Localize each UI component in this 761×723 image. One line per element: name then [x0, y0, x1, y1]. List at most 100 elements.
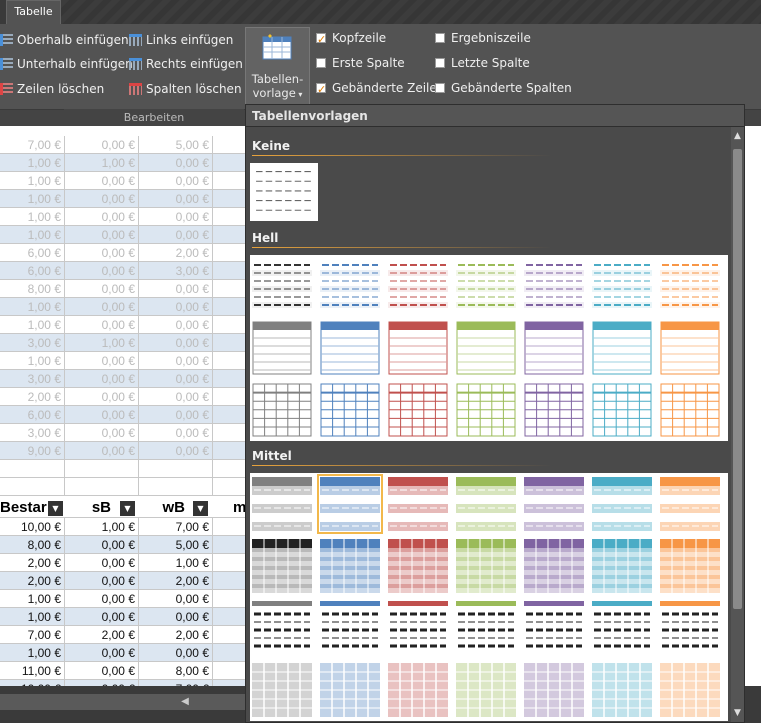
table-cell[interactable]: 11,00 €	[0, 662, 65, 680]
table-cell[interactable]: 0,00 €	[139, 298, 213, 316]
table-cell[interactable]: 1,00 €	[0, 226, 65, 244]
table-style-button[interactable]: Tabellen- vorlage ▾	[245, 27, 310, 107]
table-cell[interactable]	[139, 460, 213, 478]
table-cell[interactable]	[213, 442, 245, 460]
table-cell[interactable]: 0,00 €	[139, 352, 213, 370]
table-cell[interactable]: 1,00 €	[139, 554, 213, 572]
table-style-thumbnail[interactable]	[660, 259, 720, 313]
table-cell[interactable]: 0,00 €	[139, 442, 213, 460]
table-cell[interactable]: 0,00 €	[65, 662, 139, 680]
table-style-thumbnail[interactable]	[388, 259, 448, 313]
table-cell[interactable]	[213, 554, 245, 572]
table-cell[interactable]: 1,00 €	[0, 644, 65, 662]
table-style-thumbnail[interactable]	[592, 539, 652, 593]
table-cell[interactable]: 1,00 €	[0, 154, 65, 172]
table-cell[interactable]: 1,00 €	[0, 590, 65, 608]
table-style-thumbnail[interactable]	[388, 321, 448, 375]
table-style-thumbnail[interactable]	[252, 663, 312, 717]
table-cell[interactable]	[213, 478, 245, 496]
table-cell[interactable]: 1,00 €	[0, 298, 65, 316]
table-cell[interactable]: 6,00 €	[0, 244, 65, 262]
table-style-thumbnail[interactable]	[524, 477, 584, 531]
table-style-thumbnail[interactable]	[660, 321, 720, 375]
table-cell[interactable]: 0,00 €	[65, 406, 139, 424]
table-style-thumbnail[interactable]	[592, 259, 652, 313]
table-style-thumbnail[interactable]	[456, 259, 516, 313]
table-cell[interactable]: 0,00 €	[139, 190, 213, 208]
table-style-thumbnail[interactable]	[250, 163, 318, 221]
table-cell[interactable]: 8,00 €	[139, 662, 213, 680]
table-cell[interactable]: 0,00 €	[139, 334, 213, 352]
table-style-thumbnail[interactable]	[456, 539, 516, 593]
table-cell[interactable]: 0,00 €	[65, 226, 139, 244]
table-style-thumbnail[interactable]	[660, 601, 720, 655]
insert-left-button[interactable]: Links einfügen	[129, 30, 233, 50]
table-cell[interactable]: 0,00 €	[65, 280, 139, 298]
table-cell[interactable]	[213, 190, 245, 208]
table-cell[interactable]: 0,00 €	[139, 316, 213, 334]
table-cell[interactable]: 8,00 €	[0, 536, 65, 554]
table-cell[interactable]: 0,00 €	[65, 644, 139, 662]
table-cell[interactable]: 1,00 €	[65, 154, 139, 172]
table-style-thumbnail[interactable]	[524, 383, 584, 437]
table-style-thumbnail[interactable]	[524, 663, 584, 717]
table-cell[interactable]: 8,00 €	[0, 280, 65, 298]
table-style-thumbnail[interactable]	[660, 539, 720, 593]
tab-tabelle[interactable]: Tabelle	[6, 0, 61, 24]
table-cell[interactable]: 2,00 €	[139, 626, 213, 644]
table-cell[interactable]	[213, 518, 245, 536]
table-style-thumbnail[interactable]	[320, 383, 380, 437]
spreadsheet-grid[interactable]: 7,00 €0,00 €5,00 €1,00 €1,00 €0,00 €1,00…	[0, 126, 246, 698]
table-cell[interactable]: 1,00 €	[0, 316, 65, 334]
table-cell[interactable]	[213, 298, 245, 316]
scroll-up-icon[interactable]: ▲	[734, 131, 741, 141]
table-cell[interactable]: 0,00 €	[139, 424, 213, 442]
table-style-thumbnail[interactable]	[317, 474, 383, 534]
table-cell[interactable]: 0,00 €	[65, 244, 139, 262]
table-cell[interactable]: 3,00 €	[0, 334, 65, 352]
table-cell[interactable]: 1,00 €	[0, 352, 65, 370]
table-style-thumbnail[interactable]	[320, 259, 380, 313]
table-cell[interactable]	[0, 478, 65, 496]
table-cell[interactable]	[213, 572, 245, 590]
table-cell[interactable]: 2,00 €	[65, 626, 139, 644]
table-cell[interactable]: 0,00 €	[65, 190, 139, 208]
filter-dropdown-icon[interactable]: ▼	[193, 501, 208, 516]
table-cell[interactable]	[213, 154, 245, 172]
table-cell[interactable]: 0,00 €	[65, 298, 139, 316]
table-style-thumbnail[interactable]	[592, 663, 652, 717]
table-cell[interactable]	[65, 478, 139, 496]
table-style-thumbnail[interactable]	[252, 383, 312, 437]
table-cell[interactable]	[0, 460, 65, 478]
table-style-thumbnail[interactable]	[524, 539, 584, 593]
table-cell[interactable]	[213, 644, 245, 662]
table-style-thumbnail[interactable]	[320, 321, 380, 375]
horizontal-scrollbar[interactable]: ◀	[0, 694, 245, 710]
table-cell[interactable]: 0,00 €	[65, 370, 139, 388]
table-cell[interactable]: 0,00 €	[139, 406, 213, 424]
table-cell[interactable]: 2,00 €	[139, 572, 213, 590]
table-style-thumbnail[interactable]	[660, 383, 720, 437]
table-cell[interactable]: 6,00 €	[0, 406, 65, 424]
table-cell[interactable]: 0,00 €	[65, 262, 139, 280]
table-cell[interactable]: 3,00 €	[139, 262, 213, 280]
table-style-thumbnail[interactable]	[388, 477, 448, 531]
table-cell[interactable]: 7,00 €	[139, 518, 213, 536]
table-cell[interactable]	[213, 626, 245, 644]
table-cell[interactable]: 1,00 €	[0, 172, 65, 190]
table-style-thumbnail[interactable]	[388, 601, 448, 655]
insert-right-button[interactable]: Rechts einfügen	[129, 54, 243, 74]
table-style-thumbnail[interactable]	[592, 601, 652, 655]
filter-dropdown-icon[interactable]: ▼	[120, 501, 135, 516]
table-cell[interactable]: 7,00 €	[0, 626, 65, 644]
insert-above-button[interactable]: Oberhalb einfügen	[0, 30, 129, 50]
table-cell[interactable]	[213, 208, 245, 226]
table-cell[interactable]	[213, 608, 245, 626]
table-cell[interactable]: 5,00 €	[139, 536, 213, 554]
table-cell[interactable]: 0,00 €	[139, 370, 213, 388]
table-cell[interactable]: 9,00 €	[0, 442, 65, 460]
table-cell[interactable]: 3,00 €	[0, 370, 65, 388]
table-cell[interactable]: 3,00 €	[0, 424, 65, 442]
table-cell[interactable]: 0,00 €	[65, 208, 139, 226]
table-cell[interactable]: 0,00 €	[139, 608, 213, 626]
